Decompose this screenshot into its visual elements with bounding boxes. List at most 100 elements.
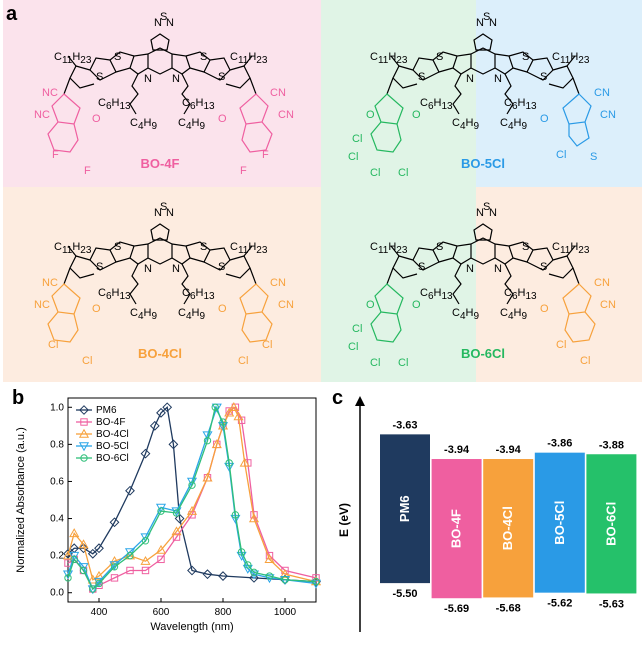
- homo-label: -5.50: [392, 588, 417, 600]
- data-point: [225, 459, 233, 467]
- svg-text:O: O: [218, 303, 227, 315]
- data-point: [79, 566, 88, 575]
- bar-name-label: BO-6Cl: [603, 502, 618, 546]
- svg-text:F: F: [262, 149, 269, 161]
- bo4f-name: BO-4F: [141, 156, 180, 171]
- data-point: [80, 454, 88, 462]
- data-point: [149, 420, 160, 431]
- y-tick-label: 0.8: [50, 439, 64, 450]
- homo-label: -5.63: [599, 598, 624, 610]
- svg-text:C11H23: C11H23: [54, 241, 92, 256]
- data-point: [79, 405, 89, 415]
- svg-text:Cl: Cl: [352, 323, 362, 335]
- svg-text:S: S: [483, 11, 490, 23]
- svg-text:S: S: [96, 71, 103, 83]
- svg-text:C6H13: C6H13: [504, 97, 537, 112]
- y-tick-label: 0.2: [50, 551, 64, 562]
- svg-text:S: S: [218, 261, 225, 273]
- svg-text:F: F: [84, 165, 91, 177]
- y-tick-label: 0.4: [50, 514, 64, 525]
- svg-text:N: N: [144, 263, 152, 275]
- svg-text:O: O: [366, 109, 375, 121]
- svg-text:O: O: [92, 303, 101, 315]
- data-point: [186, 477, 198, 487]
- energy-bar-bo-4cl: [483, 459, 534, 598]
- x-tick-label: 1000: [274, 607, 297, 618]
- data-point: [157, 555, 165, 564]
- data-point: [279, 568, 291, 578]
- bo4f-end-groups: [47, 93, 273, 153]
- series-bo-6cl: [64, 403, 320, 593]
- data-point: [186, 505, 198, 515]
- molecule-bo5cl: [370, 33, 592, 153]
- svg-text:N: N: [489, 207, 497, 219]
- bo4f-background: [3, 0, 321, 187]
- x-tick-label: 800: [215, 607, 232, 618]
- svg-text:Cl: Cl: [556, 149, 566, 161]
- svg-text:C4H9: C4H9: [178, 307, 205, 322]
- svg-text:C11H23: C11H23: [230, 51, 268, 66]
- data-point: [224, 407, 235, 417]
- svg-text:S: S: [418, 71, 425, 83]
- molecule-bo6cl: [370, 223, 596, 343]
- svg-text:C6H13: C6H13: [98, 97, 131, 112]
- svg-text:O: O: [412, 299, 421, 311]
- svg-text:Cl: Cl: [370, 167, 380, 179]
- legend-label: BO-5Cl: [96, 441, 129, 452]
- data-point: [110, 563, 119, 571]
- data-point: [237, 548, 246, 556]
- energy-level-chart: E (eV) -3.63 -5.50 PM6 -3.94 -5.69 BO-4F -3.94 -…: [337, 396, 637, 632]
- svg-text:N: N: [476, 17, 484, 29]
- bar-name-label: PM6: [397, 495, 412, 522]
- homo-label: -5.62: [547, 598, 572, 610]
- bar-name-label: BO-4F: [449, 509, 464, 548]
- data-point: [126, 566, 134, 575]
- lumo-label: -3.94: [444, 444, 470, 456]
- data-point: [80, 418, 88, 426]
- svg-text:N: N: [154, 17, 162, 29]
- data-point: [140, 448, 151, 459]
- svg-text:C11H23: C11H23: [552, 241, 590, 256]
- svg-text:Cl: Cl: [398, 357, 408, 369]
- data-point: [78, 442, 90, 452]
- svg-text:N: N: [466, 73, 474, 85]
- svg-text:S: S: [436, 241, 443, 253]
- energy-axis-arrow: [355, 396, 365, 406]
- data-point: [69, 528, 80, 538]
- svg-text:S: S: [590, 151, 597, 163]
- data-point: [202, 472, 213, 482]
- panel-label-a: a: [6, 3, 18, 25]
- svg-text:C11H23: C11H23: [370, 241, 408, 256]
- svg-text:S: S: [540, 261, 547, 273]
- data-point: [203, 436, 212, 445]
- data-point: [141, 566, 150, 575]
- svg-text:C6H13: C6H13: [420, 97, 453, 112]
- svg-text:CN: CN: [594, 87, 610, 99]
- bo4cl-atom-labels: N S N S S S S N N C11H23 C11H23 C6H13 C6…: [34, 201, 294, 367]
- data-point: [109, 517, 120, 528]
- data-point: [156, 407, 166, 418]
- absorbance-chart: 400 600 800 1000 0.0 0.2 0.4 0.6 0.8 1.0 Wavelengt…: [15, 397, 322, 633]
- svg-text:S: S: [160, 201, 167, 213]
- svg-text:NC: NC: [42, 277, 58, 289]
- series-line: [67, 405, 317, 591]
- data-point: [211, 439, 222, 449]
- data-point: [265, 572, 274, 580]
- svg-text:C6H13: C6H13: [420, 287, 453, 302]
- svg-text:C11H23: C11H23: [54, 51, 92, 66]
- data-point: [249, 572, 259, 583]
- svg-text:C4H9: C4H9: [500, 117, 527, 132]
- svg-text:O: O: [92, 113, 101, 125]
- data-point: [157, 507, 165, 515]
- svg-text:CN: CN: [278, 109, 294, 121]
- data-point: [211, 403, 219, 411]
- data-point: [70, 555, 78, 564]
- legend-label: BO-4F: [96, 417, 125, 428]
- bo4f-atom-labels: N S N S S S S N N C11H23 C11H23 C6H13 C6…: [34, 11, 294, 177]
- svg-text:S: S: [160, 11, 167, 23]
- svg-text:Cl: Cl: [556, 339, 566, 351]
- svg-text:S: S: [522, 241, 529, 253]
- svg-text:Cl: Cl: [238, 355, 248, 367]
- data-point: [124, 548, 136, 558]
